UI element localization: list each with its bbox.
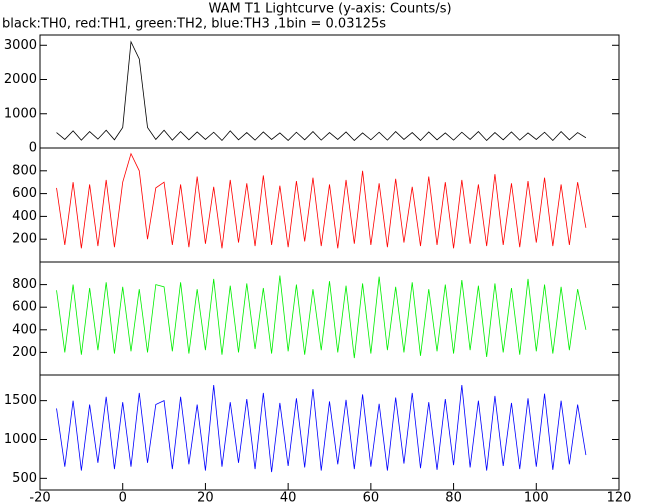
y-tick-label: 600 bbox=[12, 300, 37, 315]
y-tick-label: 500 bbox=[12, 471, 37, 486]
x-tick-label: -20 bbox=[29, 491, 50, 504]
x-tick-label: 80 bbox=[445, 491, 462, 504]
panel-frame bbox=[39, 147, 620, 263]
y-tick-label: 200 bbox=[12, 232, 37, 247]
series-line bbox=[56, 40, 587, 142]
x-tick-label: 120 bbox=[607, 491, 632, 504]
y-tick-label: 2000 bbox=[4, 72, 37, 87]
series-line bbox=[56, 275, 587, 359]
x-tick-label: 20 bbox=[197, 491, 214, 504]
y-tick-label: 800 bbox=[12, 277, 37, 292]
y-tick-label: 3000 bbox=[4, 38, 37, 53]
y-tick-label: 200 bbox=[12, 345, 37, 360]
x-tick-label: 60 bbox=[363, 491, 380, 504]
panel-frame bbox=[39, 374, 620, 491]
series-line bbox=[56, 385, 587, 473]
chart-subtitle: black:TH0, red:TH1, green:TH2, blue:TH3 … bbox=[2, 17, 386, 32]
series-line bbox=[56, 152, 587, 249]
y-tick-label: 1500 bbox=[4, 393, 37, 408]
x-tick-label: 100 bbox=[524, 491, 549, 504]
y-tick-label: 800 bbox=[12, 163, 37, 178]
y-tick-label: 1000 bbox=[4, 432, 37, 447]
x-tick-label: 0 bbox=[119, 491, 127, 504]
y-tick-label: 600 bbox=[12, 186, 37, 201]
y-tick-label: 1000 bbox=[4, 106, 37, 121]
chart-title: WAM T1 Lightcurve (y-axis: Counts/s) bbox=[208, 2, 451, 17]
y-tick-label: 0 bbox=[29, 141, 37, 156]
y-tick-label: 400 bbox=[12, 322, 37, 337]
y-tick-label: 400 bbox=[12, 209, 37, 224]
panel-frame bbox=[39, 34, 620, 149]
x-tick-label: 40 bbox=[280, 491, 297, 504]
